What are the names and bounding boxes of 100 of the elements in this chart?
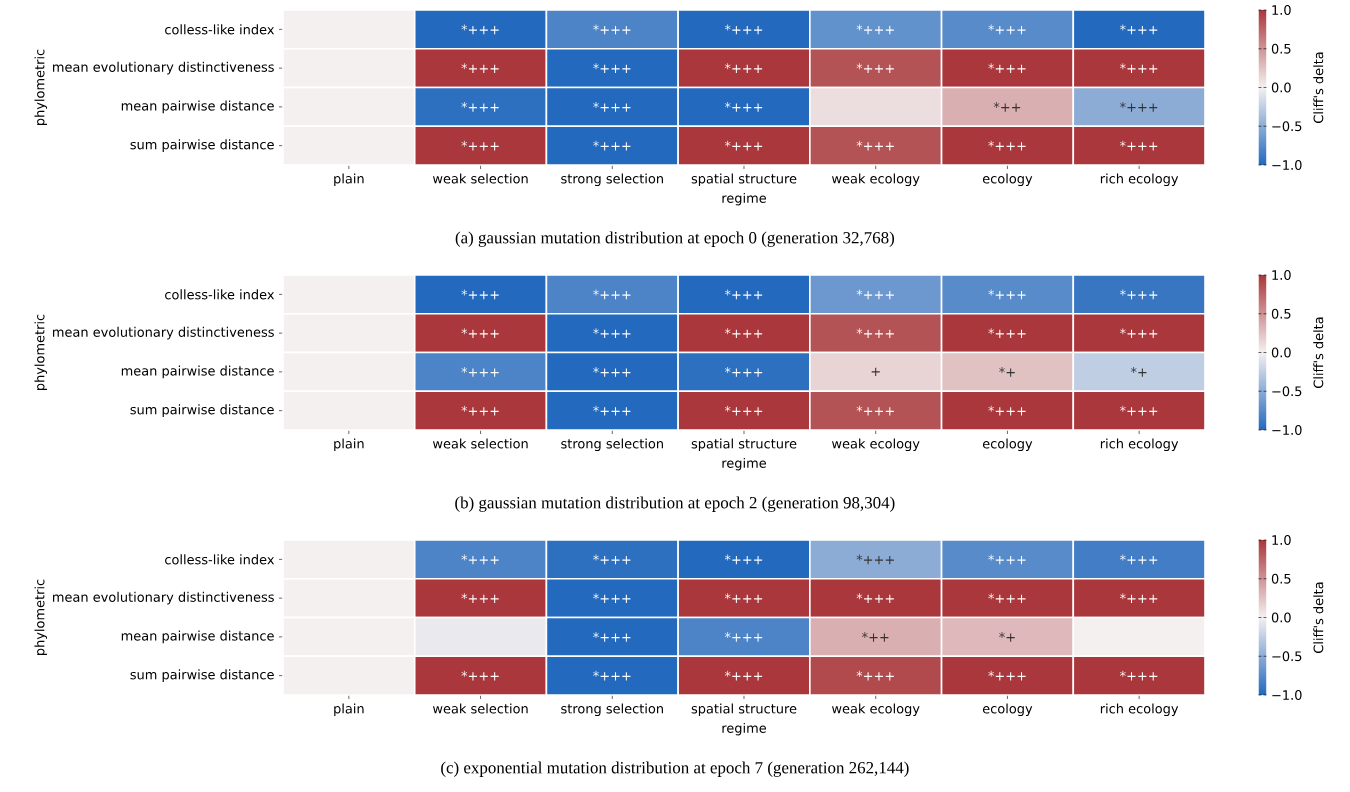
data-label: *+++ bbox=[1120, 24, 1158, 35]
data-label: *+++ bbox=[856, 670, 894, 681]
data-label: *+++ bbox=[988, 593, 1026, 603]
data-label: *+++ bbox=[593, 102, 631, 112]
data-label: *+++ bbox=[724, 63, 763, 73]
text: (b) gaussian mutation distribution at epoch 2 (generation 98,304) bbox=[455, 496, 895, 512]
data-label: *+++ bbox=[1120, 102, 1158, 112]
x-tick-label: spatial structure bbox=[691, 438, 797, 452]
data-label: *+++ bbox=[856, 405, 894, 416]
data-label: *+++ bbox=[856, 554, 894, 565]
x-tick-label: weak selection bbox=[432, 703, 528, 714]
y-axis-title: phylometric bbox=[34, 314, 48, 390]
data-label: *+++ bbox=[461, 289, 499, 300]
y-tick-label: mean pairwise distance bbox=[121, 630, 274, 644]
color-bar-label: −0.5 bbox=[1272, 651, 1302, 662]
x-tick-label: weak selection bbox=[432, 173, 528, 184]
color-bar-label: −1.0 bbox=[1272, 160, 1302, 170]
color-bar-label: −0.5 bbox=[1272, 386, 1302, 397]
data-label: *+++ bbox=[724, 102, 763, 112]
x-tick-label: weak ecology bbox=[831, 173, 920, 187]
x-tick-label: weak ecology bbox=[831, 703, 920, 717]
data-label: *+++ bbox=[724, 632, 763, 642]
data-label: *+++ bbox=[856, 140, 894, 151]
data-label: *+++ bbox=[856, 289, 894, 300]
data-label: *+++ bbox=[856, 63, 894, 73]
data-label: *+++ bbox=[593, 554, 631, 565]
y-tick-label: mean pairwise distance bbox=[121, 365, 274, 379]
data-label: *+++ bbox=[1120, 328, 1158, 338]
x-tick-label: plain bbox=[334, 703, 364, 717]
data-label: *+++ bbox=[1120, 405, 1158, 416]
data-label: *+++ bbox=[461, 367, 499, 377]
data-label: *+++ bbox=[724, 405, 763, 416]
y-tick-label: mean evolutionary distinctiveness bbox=[53, 326, 274, 340]
data-label: *+++ bbox=[593, 593, 631, 603]
data-label: *+++ bbox=[593, 328, 631, 338]
y-tick-label: colless-like index bbox=[165, 24, 275, 35]
data-label: *+++ bbox=[724, 554, 763, 565]
data-label: *+++ bbox=[1120, 670, 1158, 681]
data-label: *+++ bbox=[1120, 593, 1158, 603]
data-label: *+ bbox=[1130, 367, 1147, 377]
data-label: *+++ bbox=[461, 328, 499, 338]
data-label: *+++ bbox=[988, 289, 1026, 300]
data-label: *+++ bbox=[724, 593, 763, 603]
data-label: *+++ bbox=[724, 328, 763, 338]
y-tick-label: mean evolutionary distinctiveness bbox=[53, 61, 274, 75]
color-bar-label: 1.0 bbox=[1272, 535, 1291, 545]
x-tick-label: spatial structure bbox=[691, 703, 797, 717]
data-label: *+++ bbox=[461, 405, 499, 416]
data-label: *+++ bbox=[461, 24, 499, 35]
data-label: *+++ bbox=[856, 593, 894, 603]
data-label: *+++ bbox=[593, 670, 631, 681]
data-label: *+++ bbox=[593, 24, 631, 35]
x-tick-label: spatial structure bbox=[691, 173, 797, 187]
data-label: *+++ bbox=[724, 670, 763, 681]
data-label: *+++ bbox=[1120, 554, 1158, 565]
data-label: *+++ bbox=[988, 405, 1026, 416]
data-label: *+++ bbox=[461, 554, 499, 565]
data-label: *+++ bbox=[988, 63, 1026, 73]
color-bar-label: 1.0 bbox=[1272, 5, 1291, 15]
data-label: *+++ bbox=[856, 328, 894, 338]
data-label: *+++ bbox=[988, 24, 1026, 35]
data-label: *+++ bbox=[593, 63, 631, 73]
x-tick-label: strong selection bbox=[561, 438, 663, 452]
data-label: *+++ bbox=[593, 632, 631, 642]
data-label: *+ bbox=[999, 632, 1015, 642]
x-axis-title: regime bbox=[722, 192, 767, 206]
color-bar-label: −0.5 bbox=[1272, 121, 1302, 132]
y-axis-title: phylometric bbox=[34, 49, 48, 125]
data-label: *+++ bbox=[988, 140, 1026, 151]
x-tick-label: plain bbox=[334, 438, 364, 452]
color-bar-label: 0.5 bbox=[1271, 573, 1291, 584]
color-bar-label: 0.0 bbox=[1271, 347, 1291, 358]
color-bar-label: −1.0 bbox=[1272, 425, 1302, 435]
x-tick-label: weak selection bbox=[432, 438, 528, 449]
data-label: *+++ bbox=[461, 593, 499, 603]
text: (a) gaussian mutation distribution at epoch 0 (generation 32,768) bbox=[455, 231, 895, 247]
x-tick-label: rich ecology bbox=[1100, 703, 1179, 717]
x-axis-title: regime bbox=[722, 457, 767, 471]
data-label: *+++ bbox=[1120, 140, 1158, 151]
y-axis-title: phylometric bbox=[34, 579, 48, 655]
data-label: *+++ bbox=[461, 63, 499, 73]
color-bar-label: 0.5 bbox=[1271, 43, 1291, 54]
x-tick-label: strong selection bbox=[561, 173, 663, 187]
data-label: *+++ bbox=[593, 289, 631, 300]
x-tick-label: rich ecology bbox=[1100, 173, 1179, 187]
data-label: *+++ bbox=[593, 405, 631, 416]
y-tick-label: sum pairwise distance bbox=[130, 139, 274, 152]
y-tick-label: colless-like index bbox=[165, 289, 275, 300]
data-label: *+ bbox=[999, 367, 1015, 377]
data-label: *+++ bbox=[593, 367, 631, 377]
data-label: *+++ bbox=[724, 289, 763, 300]
color-bar-label: 0.5 bbox=[1271, 308, 1291, 319]
data-label: *+++ bbox=[988, 554, 1026, 565]
x-tick-label: strong selection bbox=[561, 703, 663, 717]
x-tick-label: weak ecology bbox=[831, 438, 920, 452]
text: (c) exponential mutation distribution at epoch 7 (generation 262,144) bbox=[441, 761, 909, 777]
color-bar-label: 0.0 bbox=[1271, 82, 1291, 93]
color-bar-label: −1.0 bbox=[1272, 690, 1302, 700]
data-label: *+++ bbox=[593, 140, 631, 151]
data-label: *+++ bbox=[988, 670, 1026, 681]
